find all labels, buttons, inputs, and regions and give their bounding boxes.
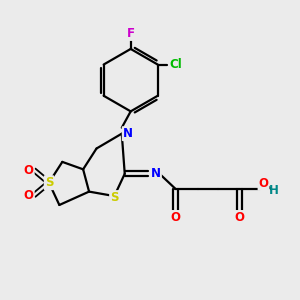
Text: Cl: Cl [170, 58, 182, 71]
Text: F: F [127, 27, 135, 40]
Text: O: O [170, 211, 180, 224]
Text: N: N [123, 127, 133, 140]
Text: O: O [259, 177, 269, 190]
Text: O: O [24, 189, 34, 202]
Text: O: O [234, 211, 244, 224]
Text: H: H [268, 184, 278, 196]
Text: S: S [110, 191, 118, 204]
Text: S: S [45, 176, 53, 189]
Text: O: O [24, 164, 34, 177]
Text: N: N [151, 167, 161, 180]
